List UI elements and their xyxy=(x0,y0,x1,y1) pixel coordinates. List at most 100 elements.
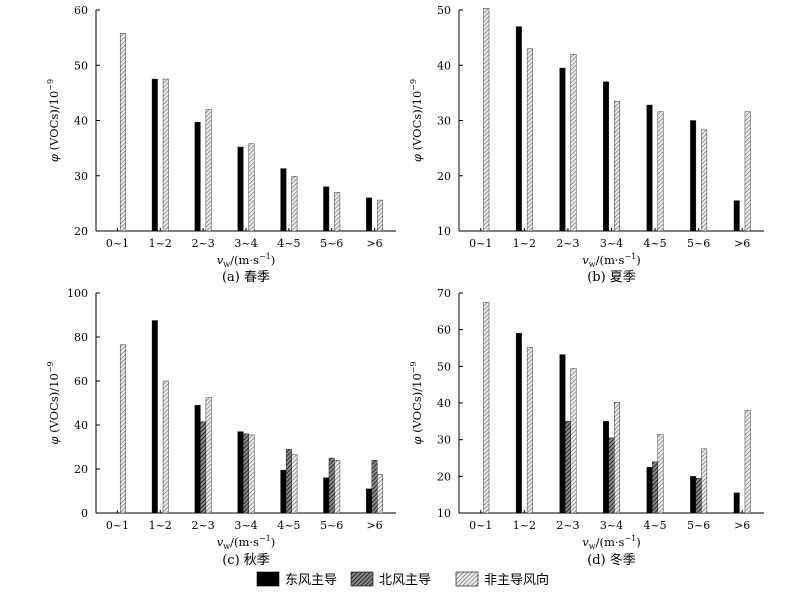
bar-north xyxy=(243,433,249,514)
bar-east xyxy=(366,488,373,514)
y-tick-label: 20 xyxy=(74,463,88,476)
bar-non-dominant xyxy=(701,129,708,232)
x-axis-label-exponent: −1 xyxy=(259,252,271,261)
x-tick-label: 3~4 xyxy=(234,237,257,250)
y-axis-label: φ (VOCs)/10−9 xyxy=(409,79,424,162)
y-axis-label-symbol: φ xyxy=(410,437,424,445)
bar-non-dominant xyxy=(334,460,341,514)
x-tick-label: 2~3 xyxy=(192,519,215,532)
x-axis-label-subscript: w xyxy=(589,260,596,269)
y-axis-label-exponent: −9 xyxy=(409,79,418,91)
x-tick-label: 1~2 xyxy=(149,237,172,250)
bar-east xyxy=(194,121,201,232)
y-tick-label: 20 xyxy=(74,225,88,238)
y-tick-label: 80 xyxy=(74,331,88,344)
y-tick-label: 60 xyxy=(74,375,88,388)
bar-east xyxy=(646,104,653,232)
y-axis-label: φ (VOCs)/10−9 xyxy=(409,361,424,444)
y-tick-label: 40 xyxy=(74,115,88,128)
bar-north xyxy=(200,421,207,514)
y-axis-label-text: (VOCs)/10 xyxy=(410,373,424,436)
bar-non-dominant xyxy=(701,448,708,514)
chart-panel-d: 10 20 30 40 50 60 70 0~1 1~2 2~3 3~4 4~5 5~6 >6 φ (VOC… xyxy=(409,287,764,568)
bar-east xyxy=(323,186,330,232)
x-tick-label: 2~3 xyxy=(556,519,579,532)
bar-east xyxy=(515,333,522,514)
bar-east xyxy=(515,26,522,232)
bar-non-dominant xyxy=(291,176,298,232)
x-axis-label-unit: /(m·s xyxy=(230,253,259,267)
y-axis-label-symbol: φ xyxy=(410,154,424,162)
x-axis-label-close: ) xyxy=(636,253,641,267)
x-tick-label: 0~1 xyxy=(106,519,129,532)
bar-east xyxy=(151,78,158,232)
x-tick-label: >6 xyxy=(734,237,750,250)
x-axis-label-close: ) xyxy=(271,253,276,267)
chart-panel-c: 0 20 40 60 80 100 0~1 1~2 2~3 3~4 4~5 5~6 >6 φ (VOCs)… xyxy=(46,287,396,568)
x-tick-label: 1~2 xyxy=(513,519,536,532)
legend-label: 北风主导 xyxy=(379,573,431,588)
bar-non-dominant xyxy=(119,344,126,514)
bar-non-dominant xyxy=(614,100,620,232)
bar-north xyxy=(652,461,659,514)
bar-east xyxy=(603,421,609,514)
bar-north xyxy=(695,477,702,514)
x-tick-label: 3~4 xyxy=(600,237,623,250)
x-tick-label: 0~1 xyxy=(469,237,492,250)
y-axis-label: φ (VOCs)/10−9 xyxy=(46,361,61,444)
x-axis-label-exponent: −1 xyxy=(259,534,271,543)
x-tick-label: 2~3 xyxy=(192,237,215,250)
bar-east xyxy=(237,146,244,232)
x-tick-label: 4~5 xyxy=(277,519,300,532)
x-tick-label: >6 xyxy=(366,519,382,532)
chart-panel-a: 20 30 40 50 60 0~1 1~2 2~3 3~4 4~5 5~6 >6 φ (VOCs)/1… xyxy=(46,4,396,285)
bar-east xyxy=(366,197,373,232)
legend-swatch xyxy=(455,571,479,587)
y-axis-label-text: (VOCs)/10 xyxy=(47,91,61,154)
y-axis-label: φ (VOCs)/10−9 xyxy=(46,79,61,162)
bar-non-dominant xyxy=(570,368,577,514)
y-axis-label-symbol: φ xyxy=(47,437,61,445)
legend-label: 东风主导 xyxy=(285,573,337,588)
bar-non-dominant xyxy=(483,301,490,514)
bar-non-dominant xyxy=(162,78,169,232)
y-tick-label: 20 xyxy=(437,170,451,183)
x-tick-label: 5~6 xyxy=(320,237,343,250)
bar-east xyxy=(559,354,566,514)
y-tick-label: 60 xyxy=(74,4,88,17)
bar-east xyxy=(646,466,653,514)
bar-non-dominant xyxy=(744,410,751,514)
bar-east xyxy=(733,200,740,232)
x-axis-label: vw/(m·s−1) xyxy=(582,534,640,551)
bar-east xyxy=(323,477,330,514)
y-tick-label: 40 xyxy=(74,419,88,432)
y-tick-label: 20 xyxy=(437,470,451,483)
x-tick-label: >6 xyxy=(366,237,382,250)
bar-non-dominant xyxy=(248,143,255,232)
y-axis-label-symbol: φ xyxy=(47,154,61,162)
bar-east xyxy=(151,320,158,514)
x-tick-label: 3~4 xyxy=(234,519,257,532)
y-tick-label: 50 xyxy=(437,4,451,17)
x-tick-label: 0~1 xyxy=(469,519,492,532)
panel-caption: (b) 夏季 xyxy=(587,270,636,285)
y-tick-label: 0 xyxy=(81,507,88,520)
bar-non-dominant xyxy=(205,109,212,232)
legend-swatch xyxy=(350,571,374,587)
bar-non-dominant xyxy=(291,454,298,514)
y-tick-label: 10 xyxy=(437,225,451,238)
y-tick-label: 100 xyxy=(67,287,88,300)
y-tick-label: 10 xyxy=(437,507,451,520)
y-tick-label: 30 xyxy=(437,115,451,128)
x-tick-label: 5~6 xyxy=(687,519,710,532)
bar-non-dominant xyxy=(334,192,341,232)
y-tick-label: 60 xyxy=(437,324,451,337)
x-axis-label-close: ) xyxy=(271,535,276,549)
y-tick-label: 40 xyxy=(437,59,451,72)
x-tick-label: >6 xyxy=(734,519,750,532)
y-axis-label-text: (VOCs)/10 xyxy=(47,373,61,436)
x-axis-label-exponent: −1 xyxy=(624,534,636,543)
bar-non-dominant xyxy=(483,8,490,232)
bar-east xyxy=(194,405,201,514)
